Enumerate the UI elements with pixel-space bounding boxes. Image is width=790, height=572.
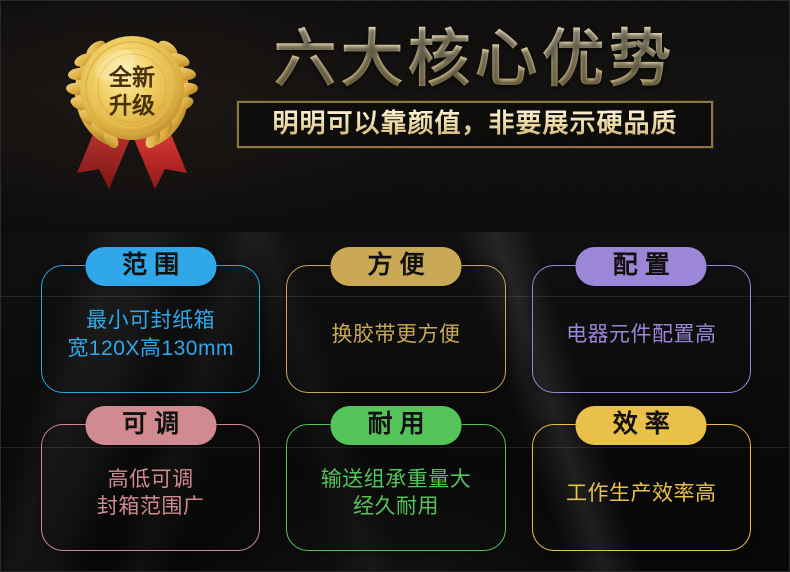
feature-body-convenience: 换胶带更方便	[331, 323, 461, 347]
features-panel: 范围 最小可封纸箱 宽120X高130mm 方便 换胶带更方便 配置 电器元件配…	[1, 232, 789, 571]
title-block: 六大核心优势 明明可以靠颜值，非要展示硬品质	[236, 25, 714, 150]
feature-card-range[interactable]: 范围 最小可封纸箱 宽120X高130mm	[41, 247, 261, 393]
feature-card-adjustable[interactable]: 可调 高低可调 封箱范围广	[41, 405, 261, 551]
badge-line1: 全新	[108, 64, 155, 90]
feature-pill-efficiency: 效率	[575, 405, 707, 445]
upgrade-medal-badge: 全新 升级	[53, 23, 211, 195]
feature-pill-range: 范围	[85, 247, 217, 286]
feature-pill-durability: 耐用	[330, 405, 462, 445]
feature-card-efficiency[interactable]: 效率 工作生产效率高	[531, 405, 751, 551]
feature-body-adjustable: 高低可调 封箱范围广	[96, 467, 205, 519]
header-section: 全新 升级 六大核心优势 明明可以靠颜值，非要展示硬品质	[1, 1, 789, 232]
badge-line2: 升级	[109, 92, 155, 118]
feature-card-grid: 范围 最小可封纸箱 宽120X高130mm 方便 换胶带更方便 配置 电器元件配…	[1, 232, 789, 571]
feature-body-durability: 输送组承重量大 经久耐用	[320, 467, 472, 519]
feature-pill-adjustable: 可调	[85, 405, 217, 445]
feature-card-configuration[interactable]: 配置 电器元件配置高	[531, 247, 751, 393]
gold-medal-laurel-ribbon-icon: 全新 升级	[66, 36, 198, 189]
feature-card-convenience[interactable]: 方便 换胶带更方便	[286, 247, 506, 393]
feature-card-durability[interactable]: 耐用 输送组承重量大 经久耐用	[286, 405, 506, 551]
feature-pill-configuration: 配置	[575, 247, 707, 286]
feature-body-range: 最小可封纸箱 宽120X高130mm	[67, 309, 234, 360]
subtitle-box: 明明可以靠颜值，非要展示硬品质	[236, 100, 714, 150]
feature-body-configuration: 电器元件配置高	[566, 323, 717, 347]
page-subtitle: 明明可以靠颜值，非要展示硬品质	[249, 109, 701, 138]
feature-pill-convenience: 方便	[330, 247, 462, 286]
page-title: 六大核心优势	[237, 25, 713, 94]
feature-body-efficiency: 工作生产效率高	[566, 481, 717, 505]
